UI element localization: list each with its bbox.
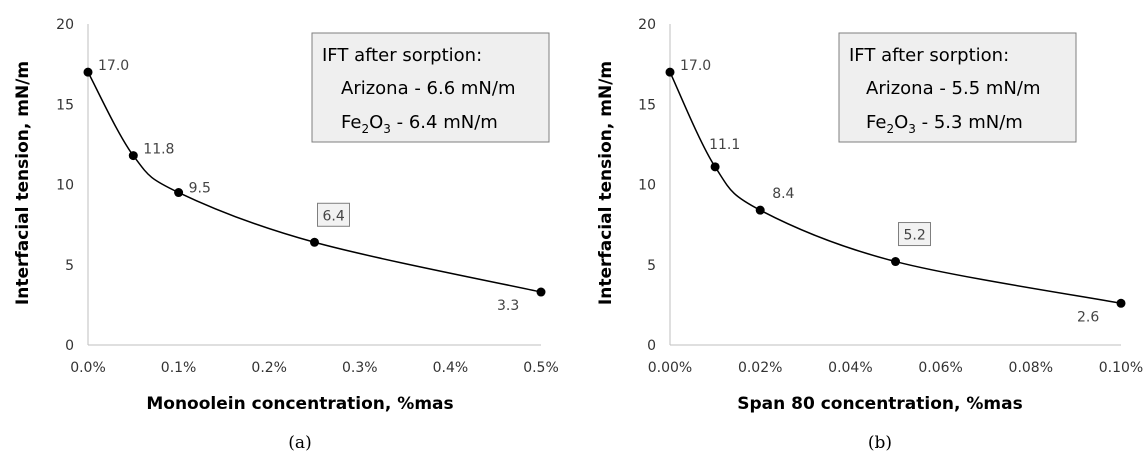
y-tick-label: 5 xyxy=(647,258,656,274)
annotation-box-background xyxy=(311,32,550,143)
y-tick-label: 0 xyxy=(647,338,656,354)
x-tick-label: 0.4% xyxy=(433,360,469,376)
annotation-line-fe2o3: Fe2O3 - 6.4 mN/m xyxy=(341,112,498,136)
data-label: 5.2 xyxy=(904,228,926,244)
data-label-box xyxy=(898,222,931,247)
data-label: 17.0 xyxy=(98,58,129,74)
y-tick-label: 20 xyxy=(56,17,74,33)
data-point xyxy=(891,257,900,267)
annotation-box: IFT after sorption: Arizona - 6.6 mN/m F… xyxy=(311,32,550,143)
annotation-title: IFT after sorption: xyxy=(322,45,482,66)
series-line xyxy=(87,71,542,293)
data-label-box xyxy=(317,202,350,227)
x-tick-label: 0.06% xyxy=(918,360,962,376)
x-tick-label: 0.02% xyxy=(738,360,782,376)
x-tick-label: 0.3% xyxy=(342,360,378,376)
data-label: 9.5 xyxy=(189,181,211,197)
x-axis-title: Span 80 concentration, %mas xyxy=(737,394,1022,414)
chart-panel-b: Interfacial tension, mN/m Span 80 concen… xyxy=(596,17,1143,453)
x-tick-label: 0.04% xyxy=(828,360,872,376)
data-label: 6.4 xyxy=(323,208,345,224)
tick-labels: 0 5 10 15 20 0.0% 0.1% 0.2% 0.3% 0.4% 0.5% xyxy=(56,17,559,376)
annotation-line-fe2o3: Fe2O3 - 5.3 mN/m xyxy=(866,112,1023,136)
tick-labels: 0 5 10 15 20 0.00% 0.02% 0.04% 0.06% 0.08% 0.10% xyxy=(638,17,1143,376)
x-tick-label: 0.1% xyxy=(161,360,197,376)
annotation-line-arizona: Arizona - 6.6 mN/m xyxy=(341,78,516,99)
data-label: 11.8 xyxy=(143,142,174,158)
y-tick-label: 0 xyxy=(65,338,74,354)
x-axis-title: Monoolein concentration, %mas xyxy=(146,394,453,414)
series xyxy=(83,67,546,297)
y-tick-label: 10 xyxy=(638,178,656,194)
data-point xyxy=(536,287,546,297)
data-point xyxy=(128,151,138,161)
y-tick-label: 10 xyxy=(56,178,74,194)
y-tick-label: 5 xyxy=(65,258,74,274)
data-point xyxy=(310,237,319,247)
data-point xyxy=(83,67,93,77)
y-tick-label: 15 xyxy=(56,97,74,113)
data-point xyxy=(665,67,675,77)
data-point xyxy=(174,188,184,198)
data-label: 3.3 xyxy=(497,298,519,314)
annotation-line-arizona: Arizona - 5.5 mN/m xyxy=(866,78,1041,99)
series xyxy=(665,67,1126,308)
annotation-box: IFT after sorption: Arizona - 5.5 mN/m F… xyxy=(838,32,1077,143)
annotation-box-background xyxy=(838,32,1077,143)
chart-panel-a: Interfacial tension, mN/m Monoolein conc… xyxy=(13,17,559,453)
y-tick-label: 20 xyxy=(638,17,656,33)
x-tick-label: 0.10% xyxy=(1099,360,1143,376)
panel-label: (a) xyxy=(288,433,311,453)
annotation-title: IFT after sorption: xyxy=(849,45,1009,66)
data-label: 11.1 xyxy=(709,137,740,153)
series-line xyxy=(669,71,1122,305)
x-tick-label: 0.0% xyxy=(70,360,106,376)
data-labels: 17.0 11.8 9.5 6.4 3.3 xyxy=(98,58,519,314)
x-tick-label: 0.5% xyxy=(523,360,559,376)
x-tick-label: 0.2% xyxy=(251,360,287,376)
y-axis-title: Interfacial tension, mN/m xyxy=(596,61,616,305)
y-axis-title: Interfacial tension, mN/m xyxy=(13,61,33,305)
y-tick-label: 15 xyxy=(638,97,656,113)
data-point xyxy=(755,205,765,215)
axes xyxy=(87,24,541,346)
data-labels: 17.0 11.1 8.4 5.2 2.6 xyxy=(680,58,1099,325)
panel-label: (b) xyxy=(868,433,892,453)
data-label: 2.6 xyxy=(1077,309,1099,325)
data-point xyxy=(710,162,720,172)
axes xyxy=(669,24,1121,346)
data-label: 17.0 xyxy=(680,58,711,74)
data-label: 8.4 xyxy=(772,186,794,202)
x-tick-label: 0.00% xyxy=(648,360,692,376)
data-point xyxy=(1116,298,1126,308)
x-tick-label: 0.08% xyxy=(1009,360,1053,376)
